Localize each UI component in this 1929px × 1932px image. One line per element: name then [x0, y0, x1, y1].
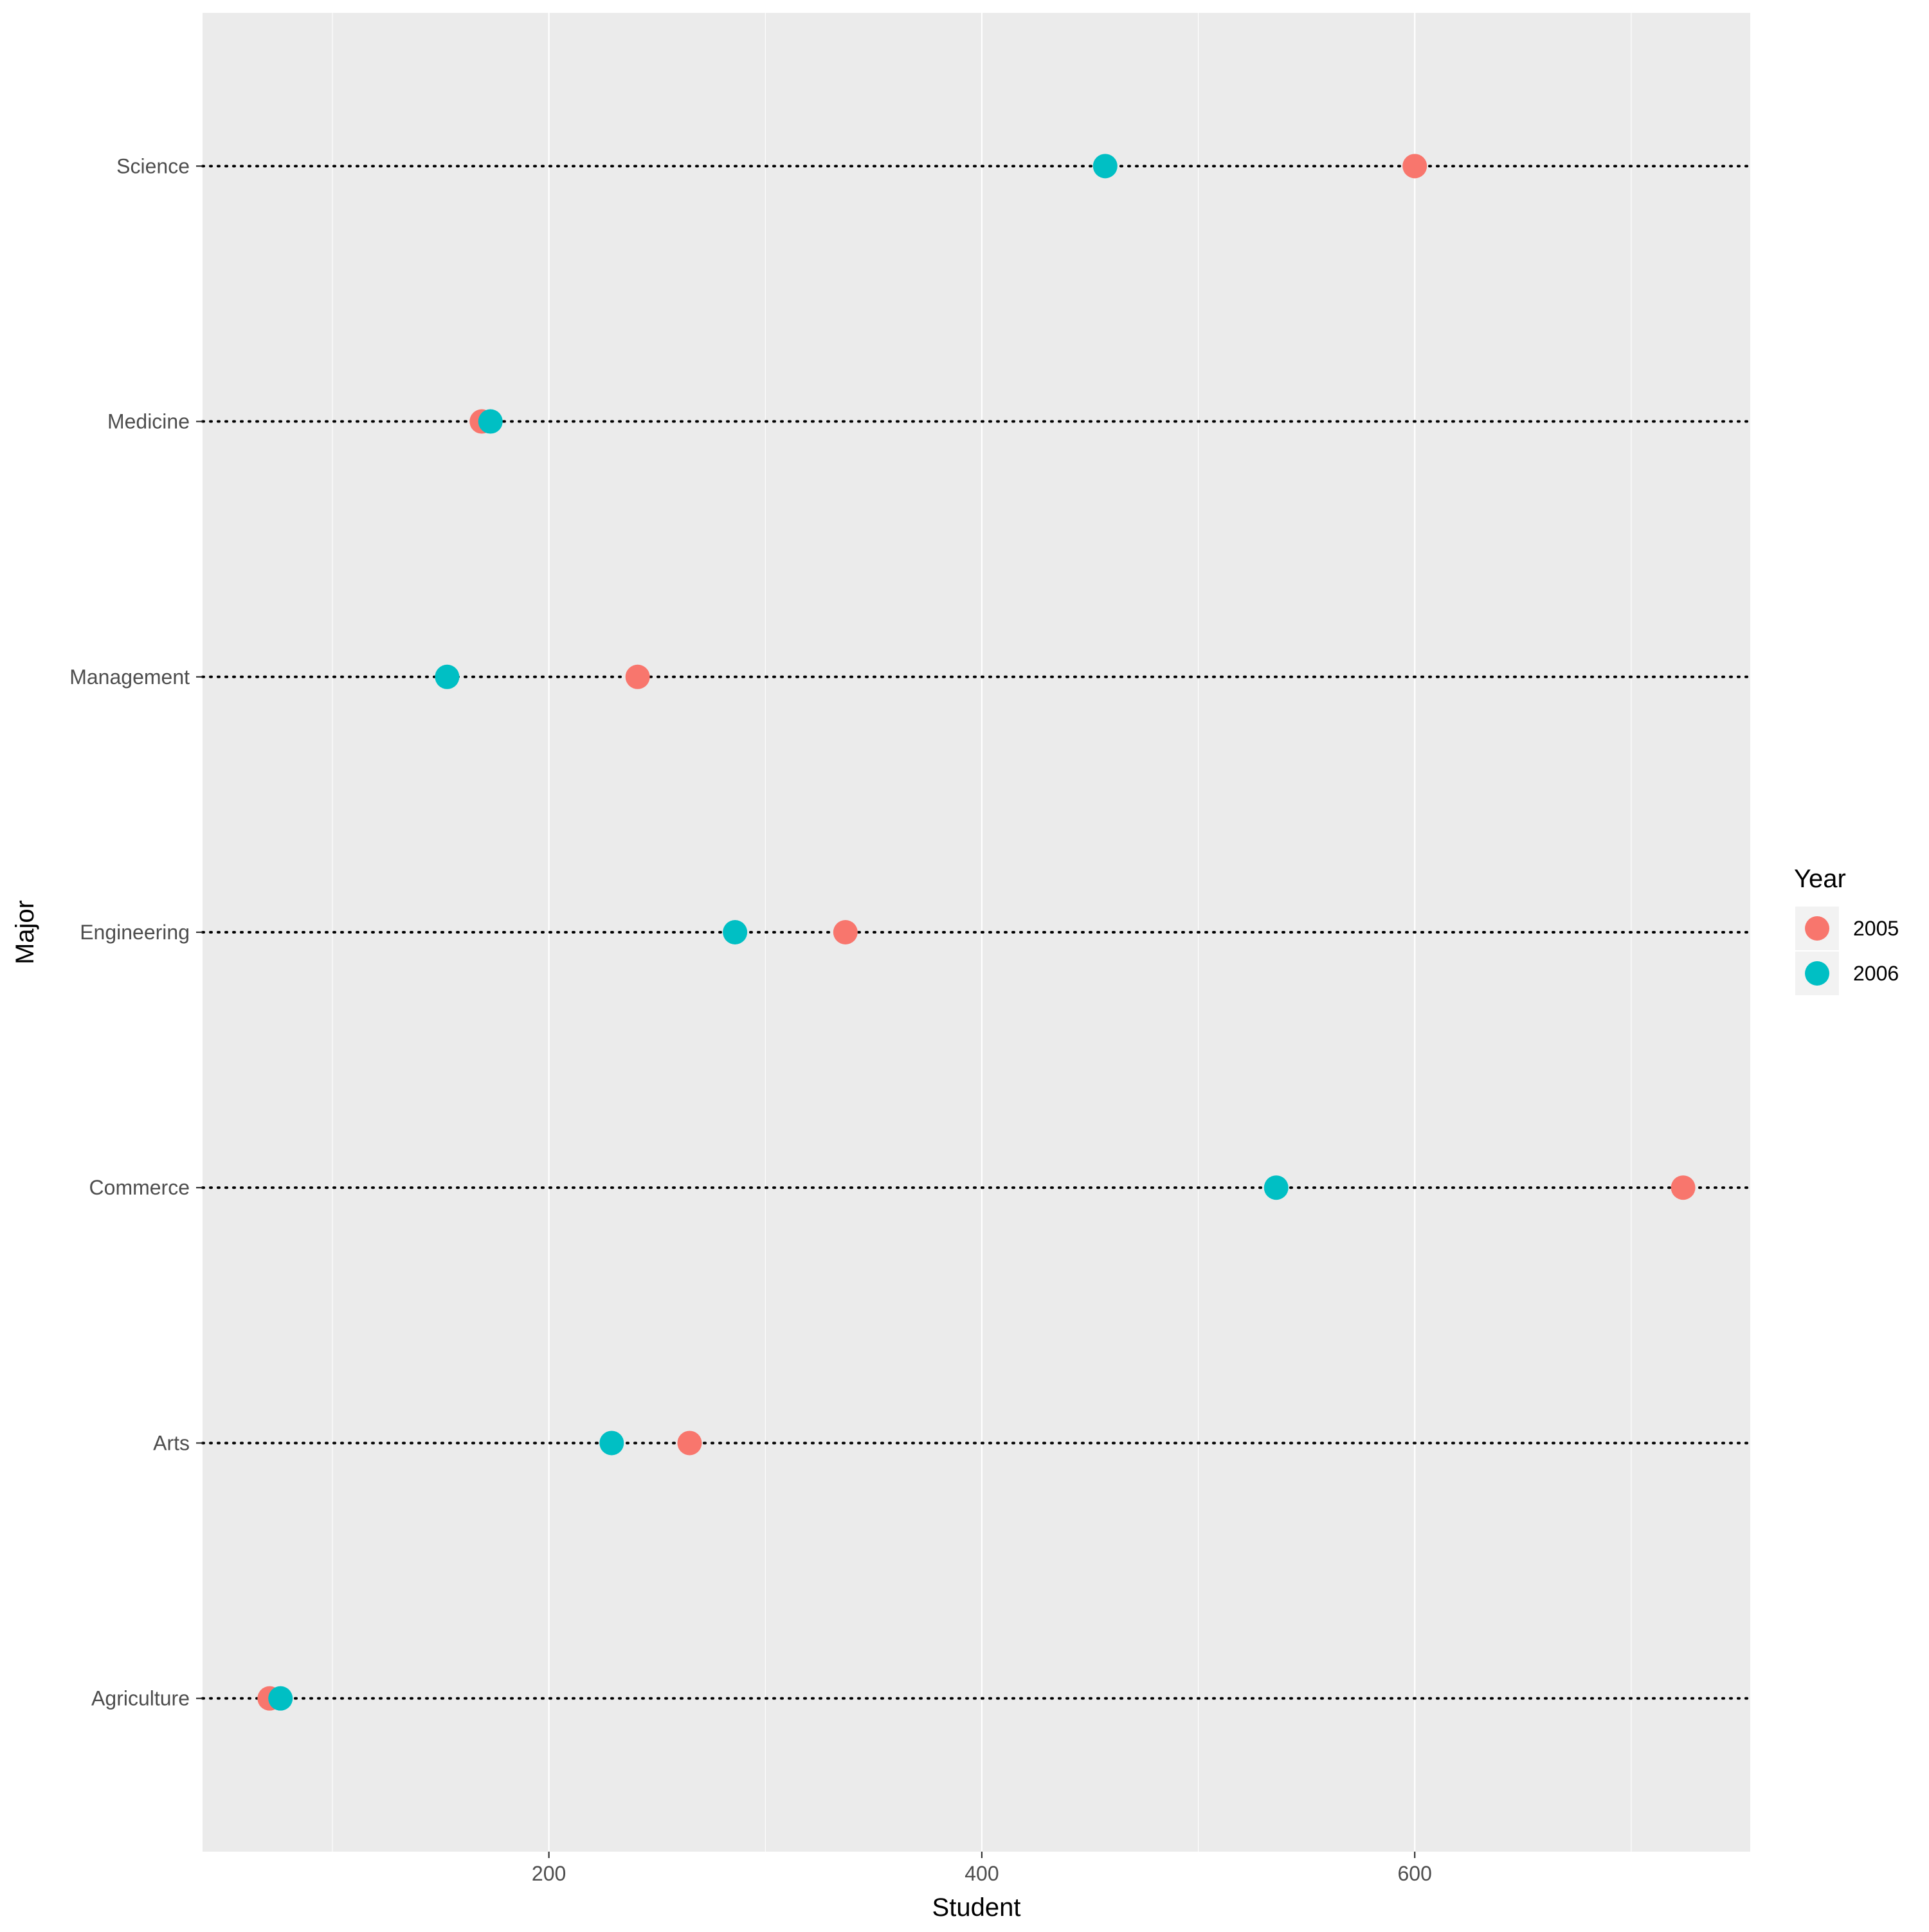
y-tick-label: Medicine [107, 410, 190, 433]
legend-title: Year [1794, 865, 1846, 893]
point-2006-engineering [723, 920, 748, 944]
y-tick-label: Commerce [89, 1176, 190, 1199]
legend-point-2005 [1805, 916, 1829, 941]
x-tick-label: 400 [964, 1862, 999, 1885]
y-tick-label: Engineering [80, 921, 190, 944]
y-axis-title: Major [11, 900, 39, 964]
point-2005-management [625, 664, 650, 689]
point-2006-commerce [1263, 1175, 1289, 1200]
point-2006-management [435, 664, 460, 689]
legend: Year 2005 2006 [1794, 865, 1899, 995]
point-2006-medicine [478, 409, 503, 434]
category-guide-lines [201, 165, 1752, 1700]
y-axis: Agriculture Arts Commerce Engineering Manage… [69, 154, 203, 1710]
legend-label-2005: 2005 [1853, 917, 1899, 940]
point-2006-agriculture [268, 1686, 293, 1711]
data-points [257, 154, 1696, 1711]
x-tick-label: 200 [532, 1862, 566, 1885]
legend-point-2006 [1805, 961, 1829, 986]
point-2005-arts [677, 1431, 702, 1456]
y-tick-label: Arts [153, 1431, 190, 1454]
point-2006-science [1092, 154, 1118, 179]
y-tick-label: Management [69, 665, 190, 689]
y-tick-label: Science [116, 154, 190, 177]
point-2005-engineering [833, 920, 858, 944]
x-axis-title: Student [932, 1893, 1021, 1922]
x-tick-label: 600 [1398, 1862, 1432, 1885]
x-axis: 200 400 600 [532, 1852, 1432, 1885]
y-tick-label: Agriculture [91, 1687, 190, 1710]
point-2005-commerce [1671, 1175, 1696, 1200]
legend-label-2006: 2006 [1853, 962, 1899, 985]
point-2005-science [1402, 154, 1427, 179]
point-2006-arts [599, 1431, 624, 1456]
